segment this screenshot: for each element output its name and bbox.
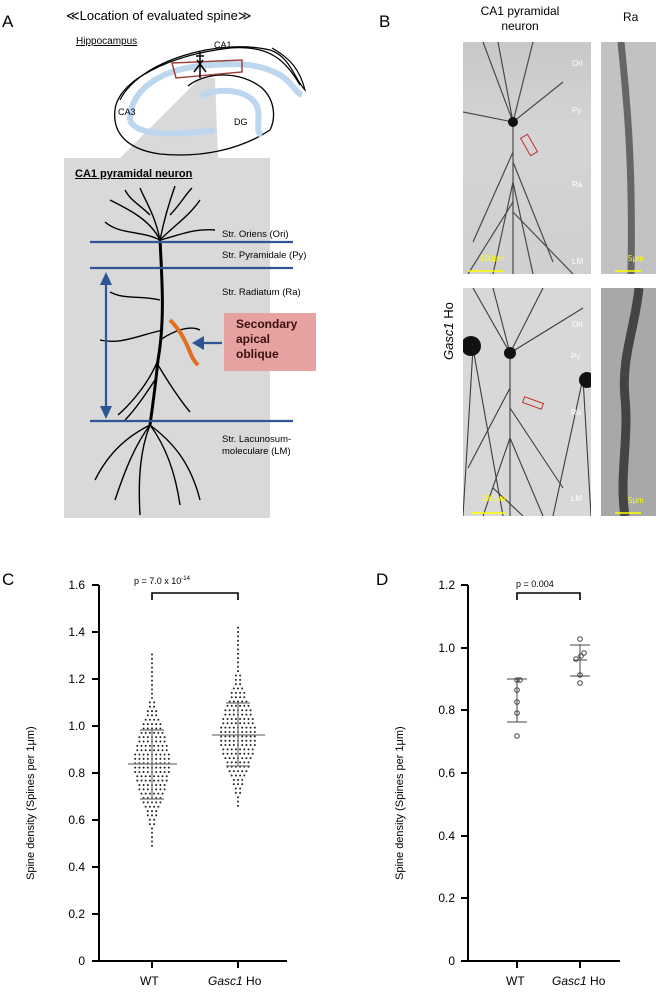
row-label-gene: Gasc1 (441, 322, 456, 360)
c-ytick-5: 1.0 (68, 719, 85, 733)
tag-ori-ho: Ori (572, 320, 583, 329)
c-xtick-ho-gene: Gasc1 (208, 974, 243, 988)
c-ytick-6: 1.2 (68, 672, 85, 686)
col-header-neuron-line2: neuron (501, 19, 539, 33)
tag-ra-wt: Ra (572, 180, 583, 189)
layer-lacunosum-1: Str. Lacunosum- (222, 434, 292, 445)
scale-5um-wt: 5μm (628, 254, 644, 263)
c-ytick-0: 0 (78, 954, 85, 968)
c-xtick-ho-genotype: Ho (242, 974, 262, 988)
row-label-genotype: Ho (441, 302, 456, 323)
scale-100um-wt: 100μm (480, 254, 505, 263)
panel-b-letter: B (379, 12, 391, 31)
row-label-gasc1-ho: Gasc1 Ho (441, 302, 456, 360)
d-ytick-1: 0.2 (438, 891, 455, 905)
neuron-drawing (90, 185, 293, 516)
d-xtick-ho: Gasc1 Ho (552, 974, 605, 988)
panel-a-letter: A (2, 12, 14, 31)
d-ytick-2: 0.4 (438, 829, 455, 843)
neuron-title: CA1 pyramidal neuron (75, 168, 193, 180)
chart-d (461, 584, 620, 968)
chart-c-pvalue: p = 7.0 x 10-14 (134, 576, 190, 586)
panel-d-letter: D (376, 570, 389, 589)
tag-lm-ho: LM (571, 494, 583, 503)
tag-ra-ho: Ra (571, 408, 582, 417)
pvalue-base: p = 7.0 x 10 (134, 576, 182, 586)
secondary-apical-oblique-callout: Secondary apical oblique (224, 313, 316, 371)
micrograph-gasc1-neuron (463, 288, 591, 516)
col-header-neuron: CA1 pyramidal neuron (460, 4, 580, 34)
d-ytick-0: 0 (448, 954, 455, 968)
micrograph-wt-ra (601, 42, 656, 274)
chart-d-pvalue: p = 0.004 (516, 579, 554, 589)
c-ytick-8: 1.6 (68, 578, 85, 592)
d-ytick-4: 0.8 (438, 703, 455, 717)
callout-line-3: oblique (236, 347, 279, 361)
c-xtick-ho: Gasc1 Ho (208, 974, 261, 988)
scale-5um-ho: 5μm (628, 496, 644, 505)
micrograph-gasc1-ra (601, 288, 656, 516)
tag-ori-wt: Ori (572, 59, 583, 68)
micrograph-wt-neuron (463, 42, 591, 274)
d-ytick-6: 1.2 (438, 578, 455, 592)
hippocampus-label: Hippocampus (76, 36, 138, 47)
c-ytick-4: 0.8 (68, 766, 85, 780)
tag-py-ho: Py (571, 352, 581, 361)
region-ca1: CA1 (214, 40, 232, 50)
pvalue-exponent: -14 (181, 576, 190, 582)
d-ytick-5: 1.0 (438, 641, 455, 655)
col-header-ra: Ra (623, 10, 639, 24)
c-ytick-7: 1.4 (68, 625, 85, 639)
col-header-neuron-line1: CA1 pyramidal (480, 4, 560, 18)
tag-lm-wt: LM (572, 257, 584, 266)
d-xtick-ho-gene: Gasc1 (552, 974, 587, 988)
d-ytick-3: 0.6 (438, 766, 455, 780)
c-ytick-1: 0.2 (68, 907, 85, 921)
d-xtick-wt: WT (506, 974, 525, 988)
d-xtick-ho-genotype: Ho (586, 974, 606, 988)
tag-py-wt: Py (572, 106, 582, 115)
layer-lacunosum-2: moleculare (LM) (222, 446, 291, 457)
panel-a-title: ≪Location of evaluated spine≫ (66, 8, 252, 23)
region-ca3: CA3 (118, 107, 136, 117)
callout-line-2: apical (236, 332, 271, 346)
panel-c-letter: C (2, 570, 15, 589)
scale-100um-ho: 100μm (481, 494, 506, 503)
region-dg: DG (234, 117, 248, 127)
layer-pyramidale: Str. Pyramidale (Py) (222, 250, 307, 261)
layer-radiatum: Str. Radiatum (Ra) (222, 287, 301, 298)
hippocampus-diagram (114, 46, 307, 158)
c-xtick-wt: WT (140, 974, 159, 988)
callout-line-1: Secondary (236, 317, 298, 331)
layer-oriens: Str. Oriens (Ori) (222, 229, 289, 240)
c-ytick-2: 0.4 (68, 860, 85, 874)
c-ytick-3: 0.6 (68, 813, 85, 827)
chart-c (92, 584, 287, 968)
